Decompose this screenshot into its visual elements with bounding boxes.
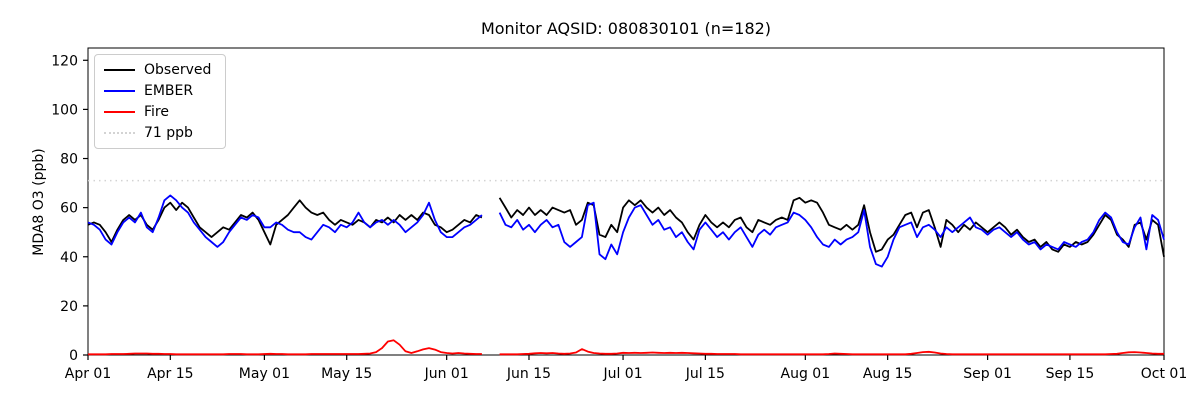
x-tick-label: Sep 15 <box>1046 366 1095 382</box>
x-tick-label: Sep 01 <box>963 366 1012 382</box>
threshold-line-swatch <box>104 132 135 134</box>
x-tick-label: Aug 15 <box>863 366 913 382</box>
fire-line-swatch <box>104 111 135 113</box>
legend-label-ember: EMBER <box>144 83 194 99</box>
series-line-fire <box>88 339 1164 356</box>
legend-item-threshold: 71 ppb <box>104 125 211 141</box>
legend: Observed EMBER Fire 71 ppb <box>94 54 227 149</box>
y-axis-label: MDA8 O3 (ppb) <box>31 148 47 256</box>
x-tick-label: Jun 01 <box>424 366 469 382</box>
series-line-ember <box>87 194 1165 268</box>
legend-item-fire: Fire <box>104 104 211 120</box>
legend-label-threshold: 71 ppb <box>144 125 193 141</box>
legend-item-ember: EMBER <box>104 83 211 99</box>
y-tick-label: 0 <box>69 348 78 364</box>
y-tick-label: 100 <box>51 102 78 118</box>
x-tick-label: Aug 01 <box>781 366 831 382</box>
y-tick-label: 120 <box>51 53 78 69</box>
observed-line-swatch <box>104 69 135 71</box>
legend-label-fire: Fire <box>144 104 169 120</box>
x-tick-label: Jul 15 <box>685 366 725 382</box>
y-tick-label: 20 <box>60 299 78 315</box>
x-tick-label: Oct 01 <box>1141 366 1187 382</box>
legend-item-observed: Observed <box>104 62 211 78</box>
y-tick-label: 40 <box>60 250 78 266</box>
y-tick-label: 60 <box>60 201 78 217</box>
x-tick-label: Jul 01 <box>602 366 642 382</box>
x-tick-label: Apr 01 <box>65 366 111 382</box>
x-tick-label: May 15 <box>321 366 372 382</box>
chart-title: Monitor AQSID: 080830101 (n=182) <box>480 19 772 38</box>
x-tick-label: Jun 15 <box>506 366 551 382</box>
x-tick-label: May 01 <box>239 366 290 382</box>
x-tick-label: Apr 15 <box>147 366 193 382</box>
ember-line-swatch <box>104 90 135 92</box>
plot-frame <box>87 47 1165 356</box>
y-tick-label: 80 <box>60 152 78 168</box>
legend-label-observed: Observed <box>144 62 212 78</box>
